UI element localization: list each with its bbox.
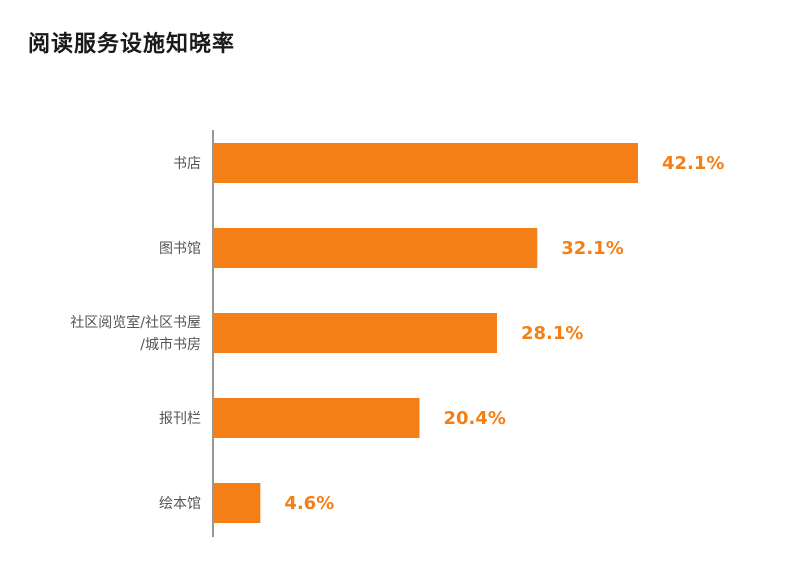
- bar-2: [214, 313, 498, 353]
- value-label-4: 4.6%: [284, 493, 334, 514]
- value-label-0: 42.1%: [662, 153, 724, 174]
- category-label-1: 图书馆: [159, 241, 201, 257]
- bar-3: [214, 398, 420, 438]
- value-label-1: 32.1%: [561, 238, 623, 259]
- bar-4: [214, 483, 261, 523]
- bar-0: [214, 143, 638, 183]
- category-label-2: 社区阅览室/社区书屋/城市书房: [70, 314, 201, 353]
- value-label-3: 20.4%: [443, 408, 505, 429]
- category-label-0: 书店: [173, 156, 201, 172]
- chart-title: 阅读服务设施知晓率: [28, 32, 236, 57]
- value-label-2: 28.1%: [521, 323, 583, 344]
- bar-1: [214, 228, 538, 268]
- category-label-3: 报刊栏: [159, 411, 201, 427]
- category-label-4: 绘本馆: [159, 496, 201, 512]
